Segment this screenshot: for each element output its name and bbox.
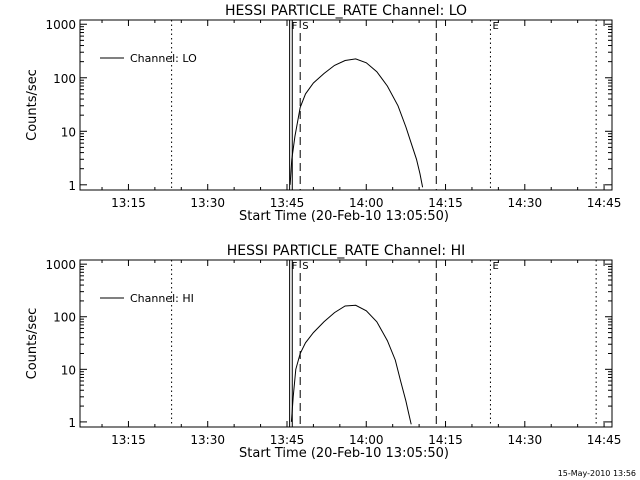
x-tick-label: 14:00: [349, 433, 384, 447]
y-tick-label: 10: [61, 125, 76, 139]
chart-title: HESSI PARTICLE_RATE Channel: LO: [225, 3, 467, 19]
y-axis-label: Counts/sec: [25, 69, 40, 141]
marker-label: S: [302, 261, 308, 272]
marker-label: E: [492, 261, 498, 272]
plot-frame: [79, 259, 613, 428]
legend-label: Channel: LO: [130, 52, 197, 65]
x-tick-label: 14:30: [508, 433, 543, 447]
x-tick-label: 14:45: [587, 196, 622, 210]
x-tick-label: 13:15: [111, 196, 146, 210]
x-tick-label: 14:15: [428, 196, 463, 210]
footer-timestamp: 15-May-2010 13:56: [558, 469, 636, 478]
chart-title: HESSI PARTICLE_RATE Channel: HI: [227, 243, 465, 259]
y-tick-label: 1000: [45, 18, 76, 32]
marker-label: F: [292, 261, 298, 272]
x-tick-label: 13:30: [190, 196, 225, 210]
x-tick-label: 14:15: [428, 433, 463, 447]
x-axis-label: Start Time (20-Feb-10 13:05:50): [239, 209, 449, 224]
panel-2: HESSI PARTICLE_RATE Channel: HI 13:15 13:3…: [25, 243, 621, 461]
y-tick-label: 100: [53, 311, 76, 325]
y-tick-label: 1000: [45, 258, 76, 272]
x-tick-label: 13:45: [270, 433, 305, 447]
y-axis-label: Counts/sec: [25, 308, 40, 380]
x-tick-label: 14:00: [349, 196, 384, 210]
x-axis-label: Start Time (20-Feb-10 13:05:50): [239, 446, 449, 461]
series-line: [289, 58, 424, 188]
x-tick-label: 14:30: [508, 196, 543, 210]
marker-label: S: [302, 21, 308, 32]
x-tick-label: 13:30: [190, 433, 225, 447]
y-tick-label: 100: [53, 72, 76, 86]
panel-1: HESSI PARTICLE_RATE Channel: LO 13:15 13:3…: [25, 3, 621, 224]
y-tick-label: 10: [61, 363, 76, 377]
x-tick-label: 13:45: [270, 196, 305, 210]
series-line: [290, 304, 412, 425]
x-tick-label: 13:15: [111, 433, 146, 447]
y-tick-label: 1: [68, 179, 76, 193]
marker-label: F: [292, 21, 298, 32]
y-tick-label: 1: [68, 416, 76, 430]
legend-label: Channel: HI: [130, 292, 194, 305]
marker-label: E: [492, 21, 498, 32]
x-tick-label: 14:45: [587, 433, 622, 447]
plot-frame: [79, 19, 613, 191]
